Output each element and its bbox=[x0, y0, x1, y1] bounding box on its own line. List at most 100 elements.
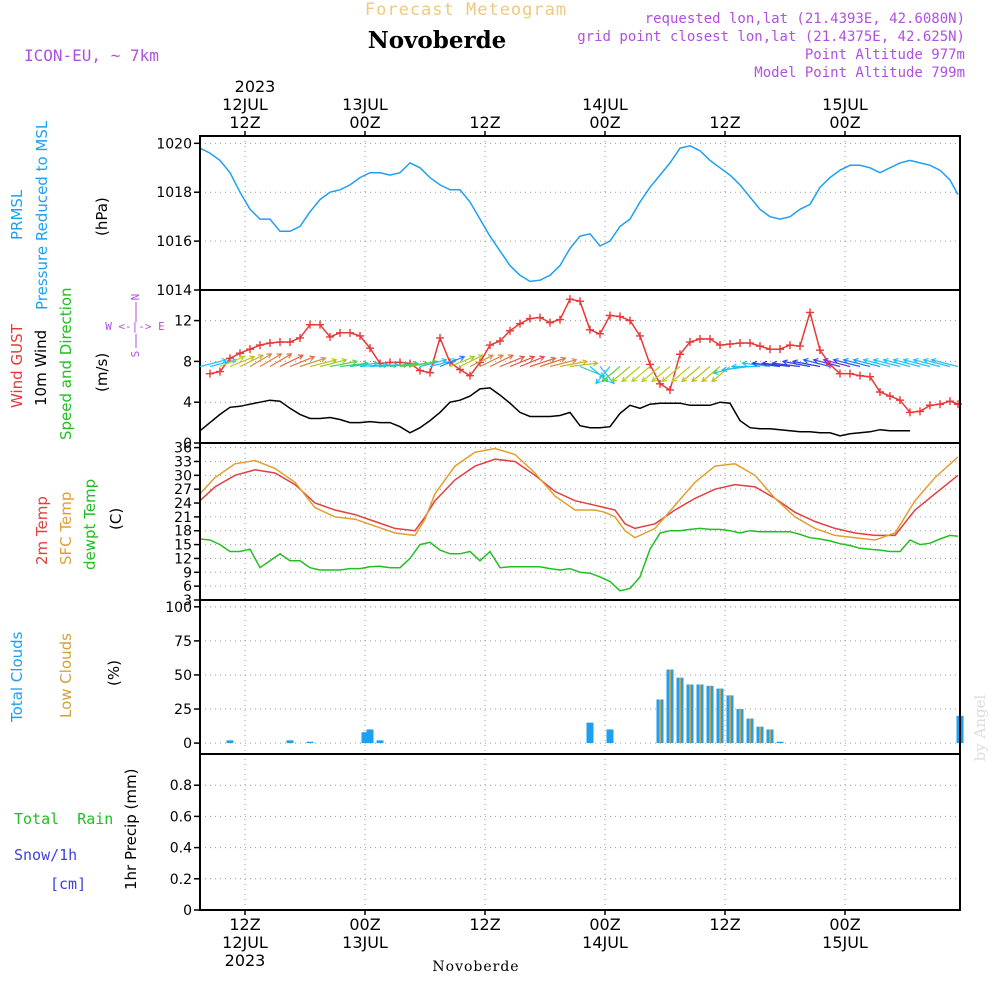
gust-marker bbox=[766, 345, 774, 354]
wind-arrow bbox=[389, 362, 418, 368]
series-line-3 bbox=[199, 527, 959, 592]
low-cloud-bar bbox=[669, 669, 671, 744]
wind-arrow-head bbox=[309, 355, 316, 361]
wind-arrow bbox=[549, 359, 577, 368]
gust-marker bbox=[796, 342, 804, 351]
wind-arrow-head bbox=[257, 354, 265, 360]
gust-marker bbox=[676, 350, 684, 359]
gust-marker bbox=[336, 328, 344, 337]
wind-arrow bbox=[299, 357, 326, 368]
wind-arrow bbox=[559, 360, 588, 368]
gust-marker bbox=[356, 331, 364, 340]
panel-frame bbox=[199, 599, 961, 755]
gust-marker bbox=[626, 316, 634, 325]
wind-arrow-head bbox=[781, 359, 788, 366]
total-cloud-bar bbox=[376, 740, 384, 744]
c-unit: (C) bbox=[107, 508, 125, 530]
wind-arrow-head bbox=[550, 356, 557, 363]
y-tick-label: 25 bbox=[174, 702, 192, 718]
y-tick-label: 0 bbox=[183, 903, 192, 919]
low-cloud-bar bbox=[709, 685, 711, 744]
low-cloud-bar bbox=[759, 726, 761, 744]
top-axis-day-label: 13JUL bbox=[342, 95, 388, 114]
wind-arrow-head bbox=[497, 354, 505, 360]
gust-marker bbox=[876, 388, 884, 396]
top-axis-hour-label: 12Z bbox=[709, 113, 740, 132]
wind-arrow-head bbox=[239, 355, 246, 361]
gust-marker bbox=[326, 332, 334, 341]
wind-arrow-head bbox=[221, 358, 228, 364]
wind-arrow-head bbox=[393, 362, 400, 369]
wind-arrow bbox=[209, 359, 237, 368]
wind-arrow bbox=[479, 354, 504, 368]
total-cloud-bar bbox=[586, 722, 594, 744]
y-tick-label: 100 bbox=[165, 600, 192, 616]
wind-arrow-head bbox=[341, 358, 348, 364]
wind-arrow bbox=[269, 353, 292, 368]
wind-arrow-head bbox=[249, 355, 256, 361]
y-tick-label: 12 bbox=[174, 314, 192, 330]
wind-arrow bbox=[529, 357, 556, 368]
total-cloud-bar bbox=[306, 741, 314, 744]
cloud-labels: Total Clouds Low Clouds (%) bbox=[8, 631, 123, 723]
wind-arrow-head bbox=[912, 358, 919, 364]
bottom-axis-label: 2023 bbox=[225, 951, 266, 970]
gust-marker bbox=[806, 308, 814, 317]
wind-arrow-head bbox=[571, 358, 578, 364]
y-tick-label: 4 bbox=[183, 395, 192, 411]
wind-arrow bbox=[229, 356, 255, 368]
gust-marker bbox=[526, 314, 534, 323]
wind-arrow bbox=[489, 354, 514, 368]
series-line-1 bbox=[199, 458, 959, 537]
bottom-axis-label: 12Z bbox=[709, 915, 740, 934]
wind-arrow bbox=[349, 362, 378, 368]
bottom-axis-label: 12Z bbox=[469, 915, 500, 934]
gust-marker bbox=[576, 297, 584, 306]
gust-marker bbox=[836, 369, 844, 378]
wind-arrow bbox=[601, 366, 621, 382]
top-axis-hour-label: 00Z bbox=[829, 113, 860, 132]
gust-marker bbox=[696, 334, 704, 343]
wind-panel: 0 4 8 12 bbox=[174, 289, 962, 452]
speed-direction-label: Speed and Direction bbox=[57, 287, 75, 440]
y-tick-label: 1014 bbox=[156, 283, 192, 299]
gust-marker bbox=[596, 329, 604, 338]
t2m-label: 2m Temp bbox=[33, 496, 51, 565]
wind-arrow-head bbox=[507, 354, 515, 360]
low-clouds-label: Low Clouds bbox=[57, 633, 75, 718]
wind-arrow bbox=[509, 356, 535, 368]
wind-arrow bbox=[359, 364, 388, 368]
wind-direction-arrows bbox=[199, 353, 959, 385]
wind-arrow bbox=[611, 366, 631, 382]
compass-we: W <-|-> E bbox=[105, 320, 165, 333]
y-tick-label: 36 bbox=[174, 441, 192, 457]
bottom-axis-label: 12Z bbox=[229, 915, 260, 934]
bottom-axis-label: 00Z bbox=[589, 915, 620, 934]
wind-arrow-head bbox=[812, 358, 819, 364]
gridpoint-location: grid point closest lon,lat (21.4375E, 42… bbox=[577, 29, 965, 45]
gust-marker bbox=[366, 344, 374, 353]
wind-arrow-head bbox=[892, 358, 899, 364]
y-tick-label: 9 bbox=[183, 565, 192, 581]
y-tick-label: 1020 bbox=[156, 136, 192, 152]
low-cloud-bar bbox=[739, 709, 741, 744]
y-tick-label: 75 bbox=[174, 634, 192, 650]
gust-marker bbox=[656, 379, 664, 388]
gust-marker bbox=[316, 320, 324, 329]
gust-marker bbox=[936, 400, 944, 409]
pressure-reduced-label: Pressure Reduced to MSL bbox=[33, 120, 51, 310]
wind-arrow-head bbox=[582, 359, 589, 366]
gust-marker bbox=[736, 339, 744, 348]
wind-arrow-head bbox=[519, 355, 526, 361]
wind-arrow bbox=[369, 364, 398, 368]
gust-marker bbox=[906, 408, 914, 417]
wind-arrow bbox=[439, 356, 465, 368]
total-clouds-label: Total Clouds bbox=[8, 631, 26, 723]
wind-arrow-head bbox=[822, 358, 829, 364]
y-tick-label: 15 bbox=[174, 538, 192, 554]
top-year: 2023 bbox=[235, 77, 276, 96]
ms-unit: (m/s) bbox=[93, 353, 111, 392]
wind-arrow-head bbox=[352, 359, 359, 366]
gust-marker bbox=[886, 392, 894, 401]
